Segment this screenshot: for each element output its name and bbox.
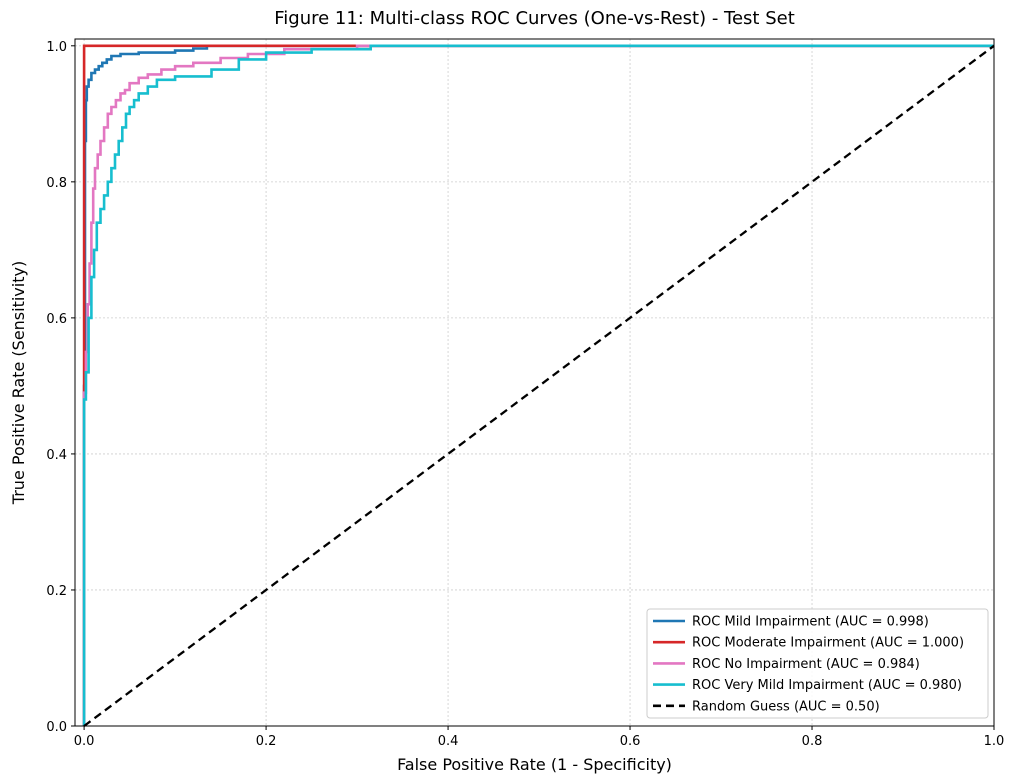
y-tick-label: 0.0 — [46, 720, 67, 735]
y-tick-label: 1.0 — [46, 40, 67, 55]
x-tick-label: 1.0 — [984, 734, 1005, 749]
chart-title: Figure 11: Multi-class ROC Curves (One-v… — [274, 8, 795, 29]
plot-frame — [74, 38, 995, 727]
legend-label: Random Guess (AUC = 0.50) — [692, 699, 880, 714]
y-tick-label: 0.2 — [46, 584, 67, 599]
series-line-roc-no-impairment — [82, 44, 994, 726]
series-line-roc-very-mild-impairment — [82, 44, 994, 726]
y-tick-label: 0.4 — [46, 448, 67, 463]
y-tick-label: 0.8 — [46, 176, 67, 191]
x-tick-label: 0.0 — [74, 734, 95, 749]
legend: ROC Mild Impairment (AUC = 0.998) ROC Mod… — [646, 608, 989, 719]
y-axis-label: True Positive Rate (Sensitivity) — [9, 261, 28, 505]
x-tick-label: 0.2 — [256, 734, 277, 749]
plot-area — [82, 44, 995, 727]
series-line-roc-mild-impairment — [82, 44, 994, 726]
x-tick-label: 0.6 — [620, 734, 641, 749]
x-tick-label: 0.8 — [802, 734, 823, 749]
x-tick-label: 0.4 — [438, 734, 459, 749]
legend-label: ROC Very Mild Impairment (AUC = 0.980) — [692, 678, 962, 693]
legend-label: ROC Mild Impairment (AUC = 0.998) — [692, 615, 929, 630]
legend-label: ROC No Impairment (AUC = 0.984) — [692, 657, 920, 672]
y-tick-label: 0.6 — [46, 312, 67, 327]
axis-ticks: 0.0 0.2 0.4 0.6 0.8 1.0 0.0 0.2 0.4 0.6 0.8 1.0 — [46, 40, 1004, 749]
x-axis-label: False Positive Rate (1 - Specificity) — [397, 755, 672, 774]
series-line-random-guess — [83, 44, 995, 727]
legend-box — [646, 608, 989, 719]
legend-label: ROC Moderate Impairment (AUC = 1.000) — [692, 636, 964, 651]
